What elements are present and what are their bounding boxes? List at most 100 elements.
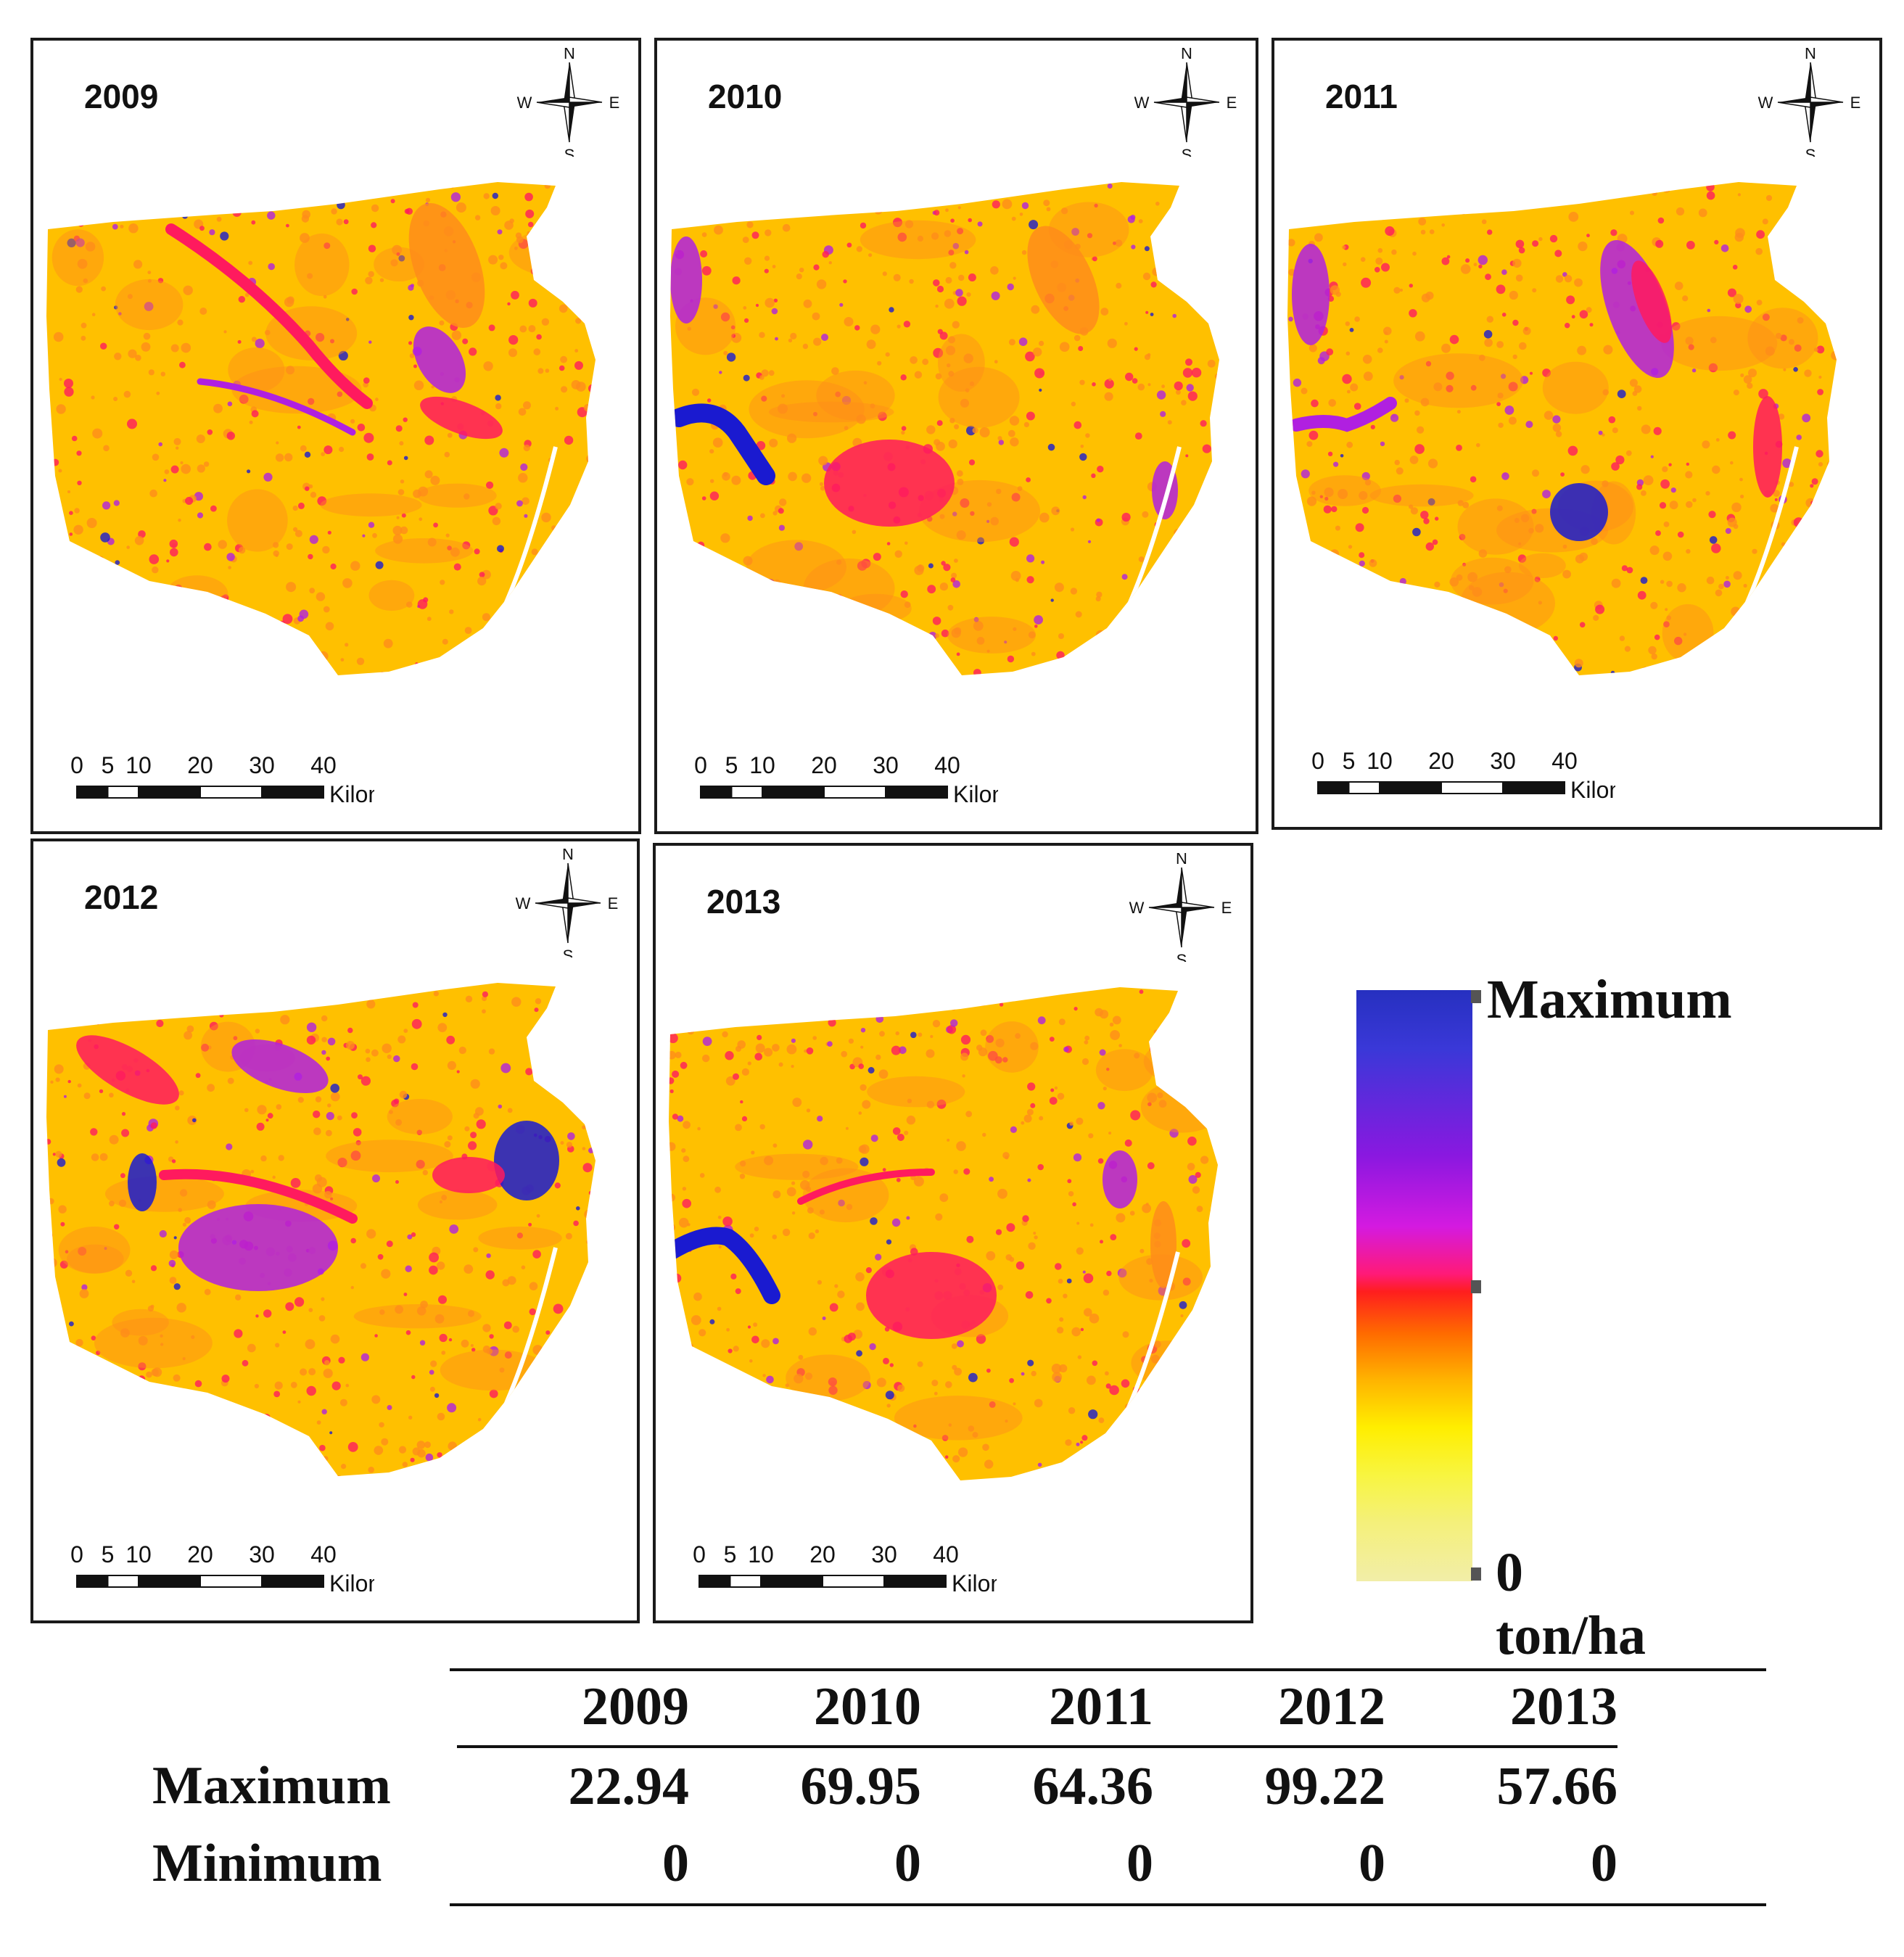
erosion-speckle	[588, 1350, 595, 1359]
erosion-speckle	[1004, 640, 1007, 644]
erosion-speckle	[986, 1251, 996, 1261]
erosion-speckle	[1390, 413, 1399, 422]
erosion-speckle	[952, 580, 960, 588]
erosion-speckle	[760, 582, 769, 590]
erosion-speckle	[1660, 580, 1665, 584]
erosion-speckle	[1412, 251, 1417, 256]
erosion-speckle	[400, 526, 408, 535]
erosion-speckle	[1021, 1121, 1025, 1125]
erosion-speckle	[425, 1453, 434, 1462]
erosion-speckle	[309, 535, 318, 544]
erosion-patch	[1369, 484, 1474, 507]
erosion-speckle	[1793, 517, 1804, 528]
erosion-speckle	[1175, 1074, 1183, 1082]
erosion-speckle	[1683, 633, 1687, 636]
erosion-speckle	[588, 1190, 593, 1195]
erosion-speckle	[1617, 390, 1626, 398]
erosion-speckle	[59, 377, 62, 382]
erosion-speckle	[157, 278, 164, 284]
scale-tick-label: 0	[70, 752, 83, 778]
erosion-speckle	[73, 524, 83, 535]
erosion-speckle	[1039, 1116, 1044, 1121]
erosion-speckle	[673, 498, 680, 505]
erosion-speckle	[146, 1371, 152, 1378]
erosion-speckle	[935, 1213, 943, 1221]
compass-needle	[535, 898, 568, 903]
erosion-patch	[326, 1140, 453, 1173]
erosion-speckle	[995, 1229, 1002, 1235]
erosion-speckle	[1030, 1042, 1039, 1050]
erosion-speckle	[977, 995, 988, 1006]
scale-tick-label: 20	[187, 1541, 213, 1567]
erosion-speckle	[186, 1025, 194, 1033]
erosion-speckle	[737, 1040, 746, 1049]
erosion-speckle	[519, 658, 529, 668]
erosion-speckle	[892, 1127, 901, 1135]
erosion-speckle	[316, 592, 326, 601]
erosion-speckle	[843, 279, 847, 284]
erosion-speckle	[886, 1239, 892, 1245]
erosion-speckle	[1636, 484, 1643, 490]
erosion-speckle	[204, 543, 212, 551]
erosion-hotspot	[420, 396, 503, 440]
erosion-speckle	[590, 1332, 595, 1338]
erosion-speckle	[1456, 445, 1462, 451]
erosion-speckle	[904, 220, 914, 228]
erosion-speckle	[790, 332, 797, 339]
erosion-speckle	[1030, 1103, 1036, 1108]
erosion-speckle	[582, 1125, 586, 1129]
table-cell: 0	[662, 1833, 689, 1893]
erosion-speckle	[393, 1098, 400, 1104]
erosion-speckle	[1184, 1047, 1194, 1057]
erosion-speckle	[337, 1115, 342, 1121]
erosion-speckle	[903, 321, 911, 328]
erosion-speckle	[61, 1433, 68, 1441]
erosion-speckle	[424, 1441, 431, 1449]
erosion-speckle	[109, 1398, 118, 1408]
erosion-speckle	[126, 1416, 134, 1424]
erosion-speckle	[1652, 190, 1657, 196]
erosion-speckle	[730, 1273, 737, 1280]
erosion-speckle	[970, 996, 976, 1002]
erosion-speckle	[1027, 1359, 1034, 1367]
erosion-speckle	[403, 1293, 408, 1296]
erosion-speckle	[255, 1029, 260, 1034]
erosion-speckle	[1096, 518, 1100, 522]
erosion-speckle	[486, 481, 494, 490]
erosion-speckle	[195, 1073, 201, 1079]
erosion-speckle	[1219, 996, 1223, 1000]
compass-needle	[1181, 867, 1188, 908]
erosion-speckle	[53, 331, 64, 342]
erosion-speckle	[1073, 1007, 1078, 1011]
erosion-speckle	[547, 601, 555, 609]
scale-tick-label: 0	[70, 1541, 83, 1567]
erosion-speckle	[1193, 519, 1199, 524]
erosion-speckle	[379, 278, 384, 282]
erosion-speckle	[330, 1092, 340, 1102]
erosion-speckle	[999, 1002, 1004, 1007]
erosion-speckle	[1811, 478, 1818, 485]
erosion-speckle	[156, 391, 160, 395]
erosion-speckle	[52, 670, 62, 675]
scale-segment	[107, 1575, 139, 1588]
erosion-speckle	[350, 561, 360, 571]
erosion-speckle	[430, 1360, 437, 1367]
erosion-speckle	[725, 1051, 734, 1060]
erosion-speckle	[824, 994, 835, 1005]
erosion-speckle	[184, 1031, 192, 1040]
erosion-speckle	[949, 418, 955, 424]
erosion-speckle	[764, 1047, 773, 1057]
erosion-speckle	[218, 540, 227, 549]
erosion-speckle	[316, 333, 325, 342]
erosion-speckle	[1121, 574, 1128, 580]
erosion-speckle	[1586, 307, 1592, 313]
erosion-speckle	[99, 611, 105, 617]
erosion-speckle	[492, 192, 498, 199]
erosion-speckle	[878, 204, 886, 213]
erosion-speckle	[268, 263, 276, 271]
erosion-speckle	[989, 1401, 996, 1408]
erosion-speckle	[586, 1240, 591, 1245]
erosion-speckle	[219, 1013, 224, 1018]
erosion-speckle	[897, 232, 907, 242]
erosion-speckle	[1095, 1008, 1103, 1017]
